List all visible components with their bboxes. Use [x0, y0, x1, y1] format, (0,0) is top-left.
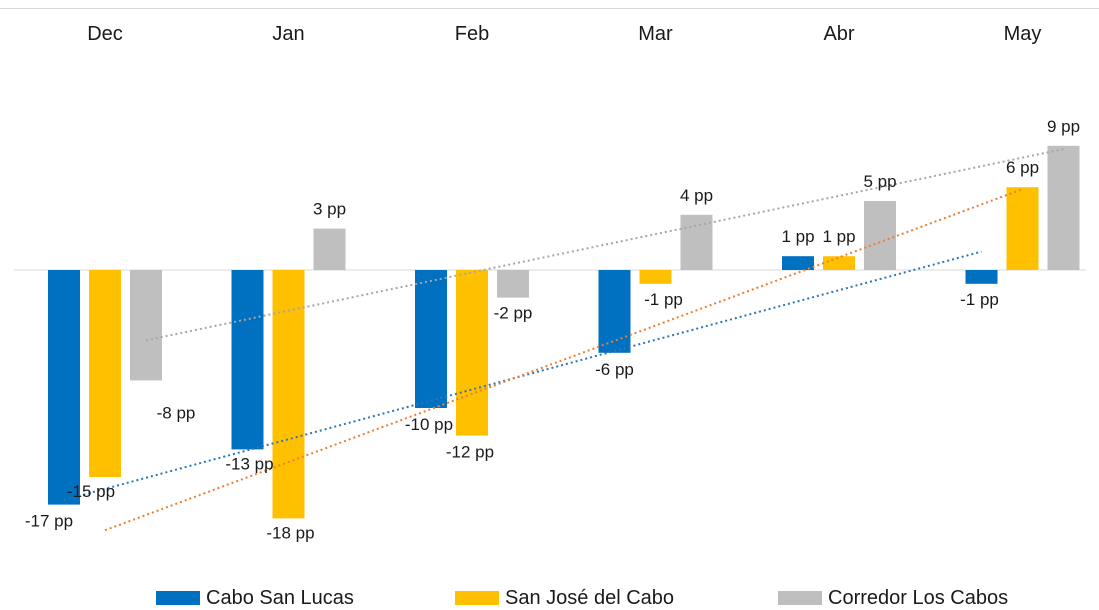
- bar: [456, 270, 488, 436]
- data-label: -18 pp: [266, 523, 314, 542]
- bar: [89, 270, 121, 477]
- legend-label: Corredor Los Cabos: [828, 586, 1009, 609]
- bar: [1006, 187, 1039, 270]
- bar: [313, 228, 346, 270]
- bar: [272, 270, 305, 519]
- data-label: -13 pp: [225, 454, 273, 473]
- legend-item-san-jose-del-cabo: San José del Cabo: [455, 586, 674, 610]
- data-label: -12 pp: [446, 443, 494, 462]
- trendline: [145, 148, 1064, 342]
- category-label: May: [1004, 23, 1042, 45]
- category-label: Jan: [272, 23, 304, 45]
- bar: [1047, 145, 1080, 270]
- legend-swatch: [455, 591, 499, 605]
- bar: [680, 214, 713, 270]
- top-rule: [0, 8, 1099, 9]
- category-label: Mar: [638, 23, 673, 45]
- bar: [415, 270, 447, 408]
- data-label: 6 pp: [1006, 158, 1039, 177]
- trendline: [104, 188, 1023, 532]
- legend-swatch: [156, 591, 200, 605]
- bar: [639, 270, 672, 284]
- data-label: -1 pp: [644, 290, 683, 309]
- data-label: 3 pp: [313, 200, 346, 219]
- legend-label: San José del Cabo: [505, 586, 675, 609]
- category-label: Dec: [87, 23, 123, 45]
- bar: [965, 270, 998, 284]
- data-label: -10 pp: [405, 415, 453, 434]
- legend-item-cabo-san-lucas: Cabo San Lucas: [156, 586, 354, 610]
- bar: [48, 270, 80, 505]
- data-label: -15 pp: [67, 482, 115, 501]
- bar: [497, 270, 529, 298]
- bar: [231, 270, 264, 450]
- bar: [130, 270, 162, 381]
- data-label: -6 pp: [595, 360, 634, 379]
- data-label: 4 pp: [680, 186, 713, 205]
- data-label: 1 pp: [781, 227, 814, 246]
- data-label: -1 pp: [960, 290, 999, 309]
- legend-label: Cabo San Lucas: [206, 586, 354, 609]
- data-label: -17 pp: [25, 512, 73, 531]
- category-label: Feb: [455, 23, 489, 45]
- bar: [782, 256, 814, 270]
- data-label: -2 pp: [494, 304, 533, 323]
- bar: [598, 270, 631, 353]
- bar: [864, 201, 896, 270]
- legend-swatch: [778, 591, 822, 605]
- bar: [823, 256, 855, 270]
- data-label: 1 pp: [822, 227, 855, 246]
- bar-chart: Dec Jan Feb Mar Abr May -17 pp -13 pp -10 pp -6 p…: [14, 23, 1086, 542]
- data-label: -8 pp: [157, 403, 196, 422]
- data-label: 9 pp: [1047, 117, 1080, 136]
- data-label: 5 pp: [863, 172, 896, 191]
- category-label: Abr: [823, 23, 854, 45]
- legend-item-corredor-los-cabos: Corredor Los Cabos: [778, 586, 1008, 610]
